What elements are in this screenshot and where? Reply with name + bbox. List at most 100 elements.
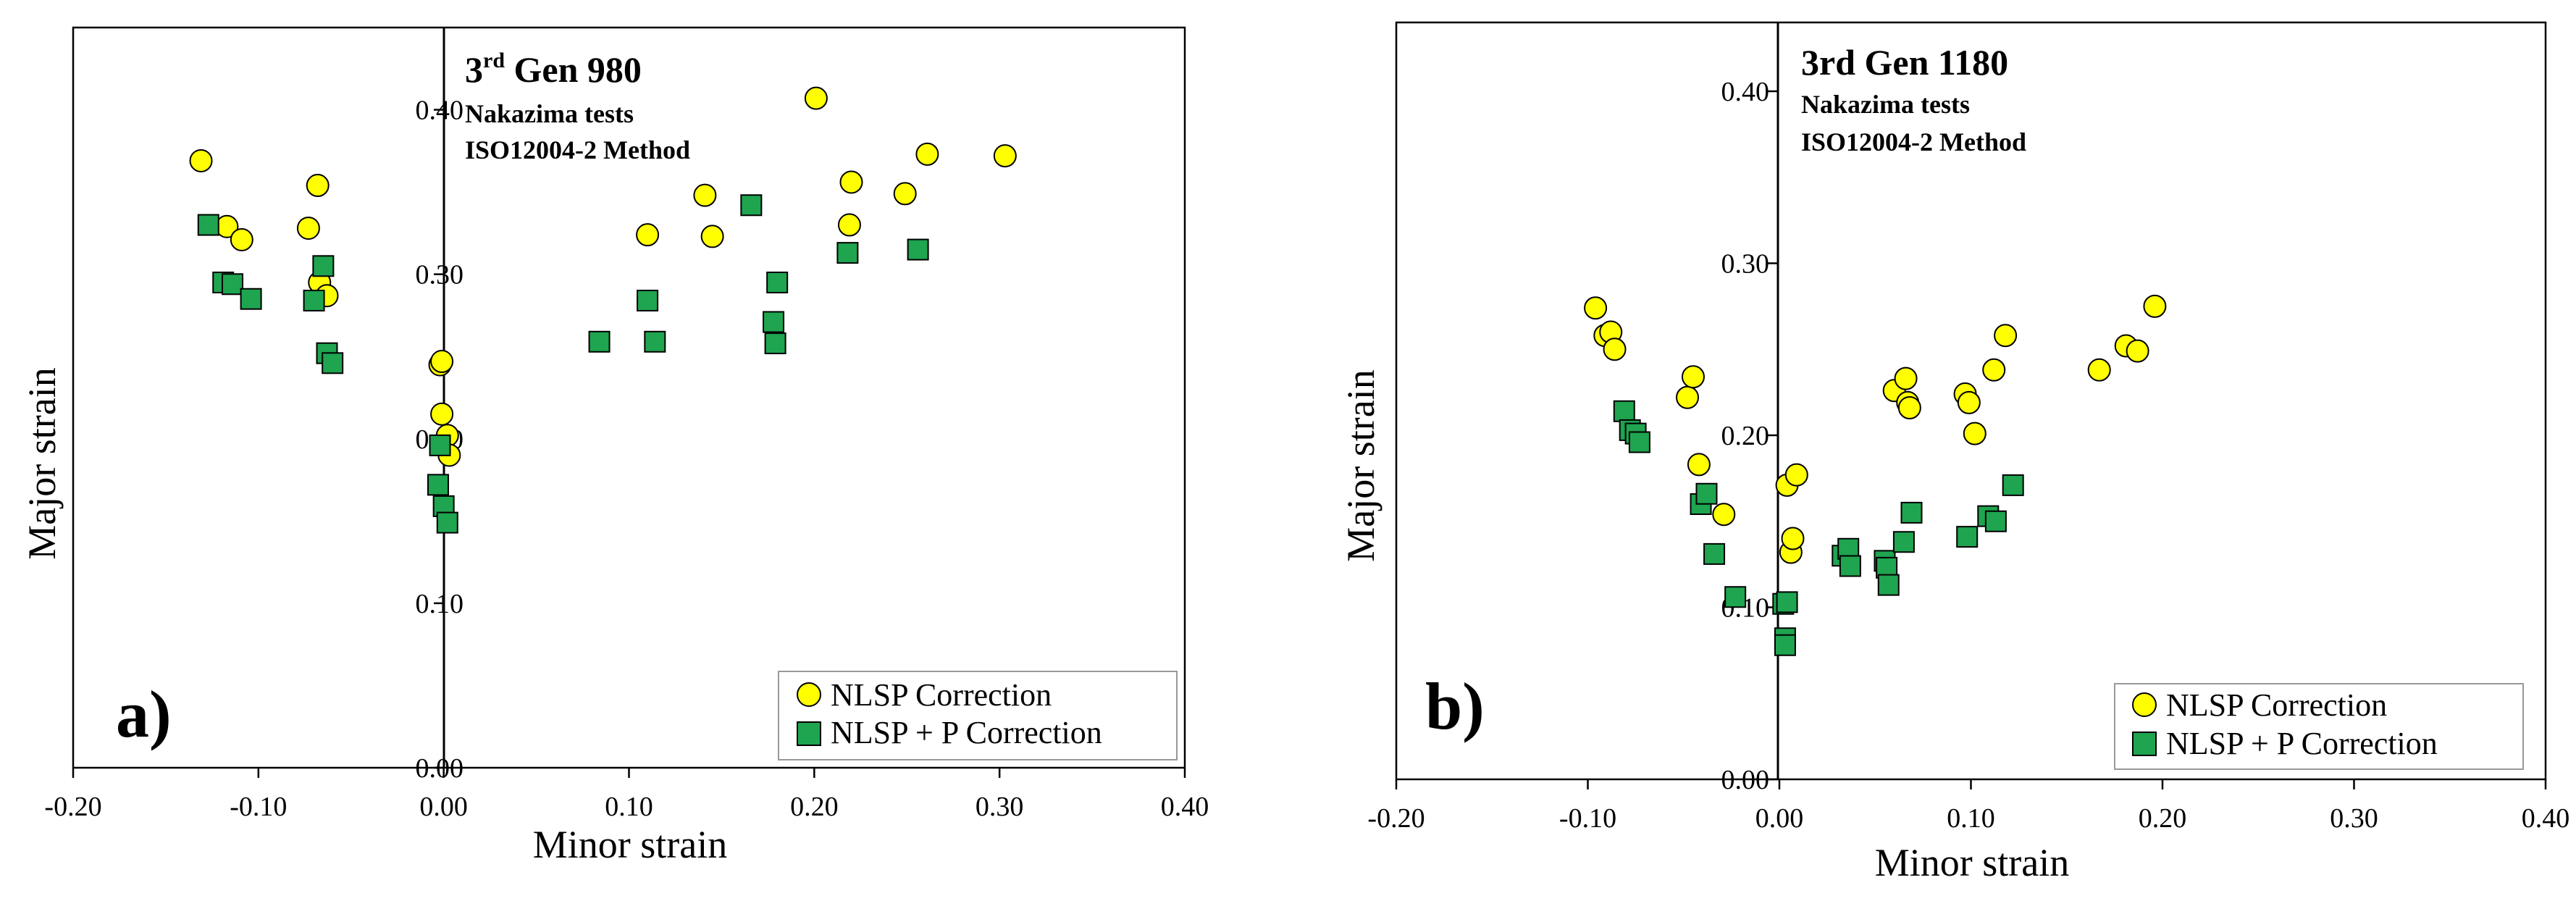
data-point-nlsp-p [764, 332, 786, 355]
data-point-nlsp [2143, 294, 2167, 318]
x-tick-label: 0.10 [1947, 803, 1995, 834]
panel-label-b: b) [1425, 669, 1485, 743]
data-point-nlsp-p [1695, 482, 1718, 505]
legend-label-nlsp-a: NLSP Correction [831, 677, 1052, 713]
x-tick-label: 0.20 [790, 792, 839, 822]
data-point-nlsp-p [763, 311, 785, 333]
y-tick-label: 0.20 [1721, 421, 1770, 451]
data-point-nlsp [189, 148, 213, 172]
data-point-nlsp-p [303, 290, 325, 312]
y-tick-label: 0.00 [1721, 765, 1770, 795]
y-tick-label: 0.40 [416, 96, 464, 126]
y-tick-label: 0.40 [1721, 77, 1770, 107]
x-axis-title-b: Minor strain [1875, 841, 2069, 884]
legend-marker-square-b [2132, 732, 2157, 756]
data-points-b [1584, 294, 2167, 656]
data-point-nlsp-p [222, 273, 244, 296]
data-point-nlsp [1963, 422, 1986, 445]
chart-title-a: 3rd Gen 980 [465, 49, 642, 90]
x-tick-label: 0.10 [605, 792, 653, 822]
subtitle-a-line-2: ISO12004-2 Method [465, 135, 690, 164]
data-point-nlsp-p [1776, 591, 1798, 613]
data-point-nlsp-p [436, 511, 458, 534]
data-point-nlsp [2087, 358, 2111, 382]
x-ticks-a: -0.20 -0.10 0.00 0.10 0.20 0.30 0.40 [44, 768, 1209, 822]
legend-box-b [2114, 683, 2524, 770]
data-point-nlsp-p [1628, 431, 1650, 453]
subtitle-b-line-2: ISO12004-2 Method [1801, 127, 2026, 156]
data-point-nlsp-p [644, 330, 666, 353]
y-axis-title-b: Major strain [1339, 369, 1383, 561]
data-point-nlsp [1982, 358, 2006, 382]
x-axis-title-a: Minor strain [533, 823, 727, 866]
data-point-nlsp [430, 402, 454, 426]
data-point-nlsp-p [766, 272, 789, 294]
data-point-nlsp [993, 144, 1017, 168]
data-point-nlsp-p [1774, 634, 1796, 656]
data-point-nlsp [1584, 296, 1608, 320]
data-point-nlsp [1897, 396, 1921, 419]
data-point-nlsp [804, 86, 828, 110]
y-tick-label: 0.30 [1721, 249, 1770, 280]
legend-marker-square-a [797, 721, 821, 746]
legend-marker-circle-a [797, 682, 821, 707]
legend-marker-circle-b [2132, 692, 2157, 717]
data-point-nlsp [1687, 453, 1711, 477]
data-point-nlsp-p [1839, 555, 1861, 577]
y-tick-label: 0.10 [416, 589, 464, 619]
data-point-nlsp-p [907, 238, 929, 261]
subtitle-b-line-1: Nakazima tests [1801, 90, 1970, 119]
data-point-nlsp-p [1892, 531, 1915, 553]
x-tick-label: 0.40 [1161, 792, 1209, 822]
data-point-nlsp [915, 142, 939, 166]
data-point-nlsp-p [312, 255, 335, 277]
data-point-nlsp [1994, 324, 2018, 348]
x-tick-label: -0.10 [230, 792, 287, 822]
data-point-nlsp [1781, 527, 1805, 550]
data-point-nlsp [837, 213, 861, 237]
y-ticks-b: 0.000.100.200.300.40 [1721, 77, 1778, 795]
data-point-nlsp-p [836, 242, 859, 264]
legend-b: NLSP Correction NLSP + P Correction [2114, 683, 2524, 770]
chart-title-b: 3rd Gen 1180 [1801, 42, 2008, 83]
data-point-nlsp-p [1984, 510, 2007, 532]
panel-a: -0.20 -0.10 0.00 0.10 0.20 0.30 0.40 0.00 0.10 0… [20, 26, 1209, 866]
data-point-nlsp [306, 174, 330, 198]
data-point-nlsp-p [1877, 574, 1900, 596]
legend-box-a [778, 671, 1178, 760]
y-tick-label: 0.00 [416, 753, 464, 784]
data-point-nlsp [1957, 390, 1981, 414]
data-point-nlsp [1676, 385, 1700, 409]
data-point-nlsp [1681, 365, 1705, 389]
data-point-nlsp-p [1724, 586, 1747, 608]
x-tick-label: 0.20 [2139, 803, 2187, 834]
data-point-nlsp [1603, 338, 1627, 361]
chart-title-a-sup: rd [483, 49, 505, 72]
data-point-nlsp-p [740, 194, 763, 217]
data-point-nlsp [430, 350, 454, 374]
data-point-nlsp-p [429, 434, 451, 456]
data-point-nlsp [1712, 503, 1736, 527]
data-point-nlsp [1784, 463, 1808, 487]
panel-label-a: a) [116, 677, 172, 751]
data-point-nlsp-p [1613, 400, 1635, 422]
x-tick-label: 0.30 [2330, 803, 2378, 834]
legend-label-nlsp-p-b: NLSP + P Correction [2166, 726, 2438, 761]
data-point-nlsp [1894, 366, 1918, 390]
x-tick-label: 0.30 [976, 792, 1024, 822]
panel-b: -0.20 -0.10 0.00 0.10 0.20 0.30 0.40 0.00 0.10 0… [1339, 21, 2569, 884]
data-point-nlsp-p [1900, 501, 1923, 524]
y-axis-title-a: Major strain [20, 367, 64, 559]
x-tick-label: -0.20 [44, 792, 101, 822]
subtitle-a-line-1: Nakazima tests [465, 99, 634, 128]
data-points-a [189, 86, 1017, 534]
data-point-nlsp-p [240, 288, 262, 310]
data-point-nlsp [839, 170, 863, 194]
data-point-nlsp-p [1956, 526, 1979, 548]
chart-title-a-rest: Gen 980 [505, 49, 642, 90]
data-point-nlsp-p [427, 474, 449, 496]
x-ticks-b: -0.20 -0.10 0.00 0.10 0.20 0.30 0.40 [1367, 779, 2569, 834]
data-point-nlsp [693, 183, 717, 207]
data-point-nlsp [700, 225, 724, 248]
